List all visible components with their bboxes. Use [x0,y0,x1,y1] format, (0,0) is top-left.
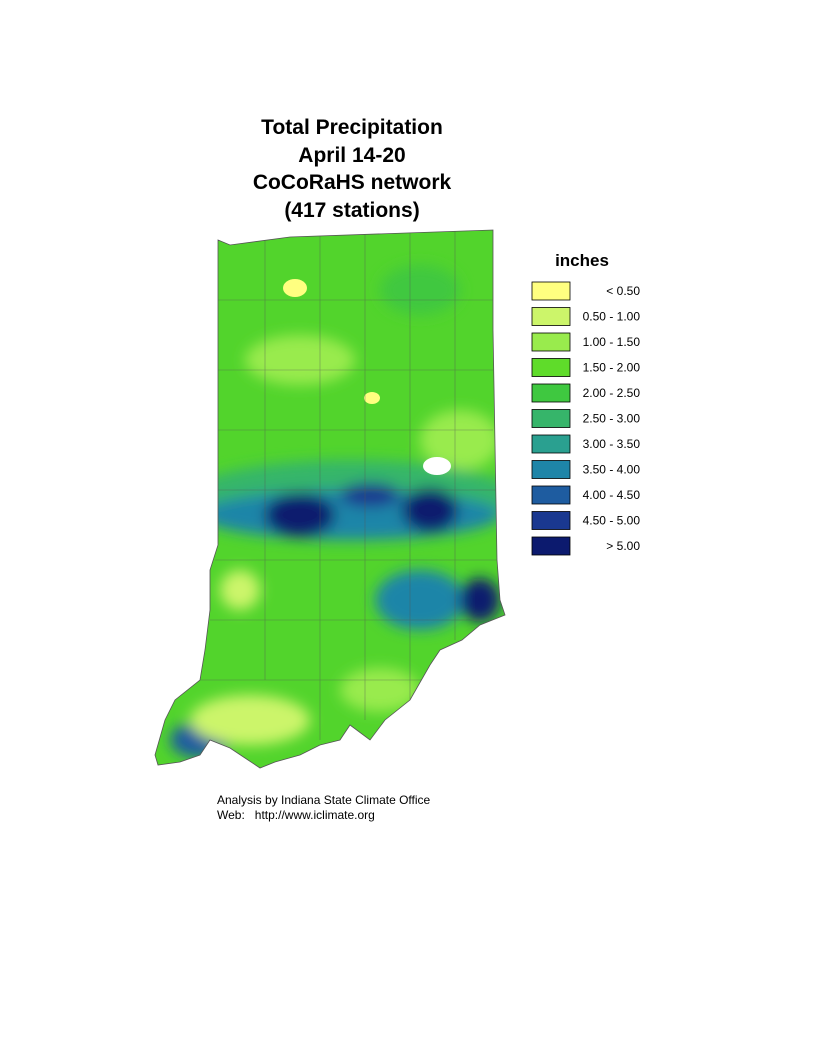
title-line: Total Precipitation [261,116,443,139]
legend-label: 2.50 - 3.00 [583,412,641,426]
legend-label: 1.50 - 2.00 [583,361,641,375]
legend-swatch [531,383,571,403]
credit: Analysis by Indiana State Climate Office [217,793,431,807]
state-outline [154,229,506,769]
legend-title: inches [555,251,609,270]
legend-swatch [531,460,571,479]
legend-label: 4.00 - 4.50 [583,488,641,502]
legend-swatch [531,307,571,326]
legend-label: 1.00 - 1.50 [583,335,641,349]
legend-swatch [531,536,571,556]
legend-label: 3.50 - 4.00 [583,463,641,477]
legend-swatch [531,511,571,530]
legend-label: 4.50 - 5.00 [583,514,641,528]
legend-swatch [531,332,571,352]
legend-swatch [531,281,571,301]
title-line: CoCoRaHS network [253,171,452,194]
legend-swatch [531,485,571,505]
legend-label: > 5.00 [606,539,640,553]
legend-swatch [531,358,571,377]
title-line: (417 stations) [284,199,419,222]
indiana-map [155,230,505,768]
legend-label: 0.50 - 1.00 [583,310,641,324]
legend-label: < 0.50 [606,284,640,298]
legend-label: 3.00 - 3.50 [583,437,641,451]
legend-swatch [531,409,571,428]
legend-label: 2.00 - 2.50 [583,386,641,400]
legend-swatch [531,434,571,454]
legend: < 0.50 0.50 - 1.00 1.00 - 1.50 1.50 - 2.00 2… [531,281,641,556]
title-line: April 14-20 [298,144,405,167]
credit: Web: http://www.iclimate.org [217,808,375,822]
